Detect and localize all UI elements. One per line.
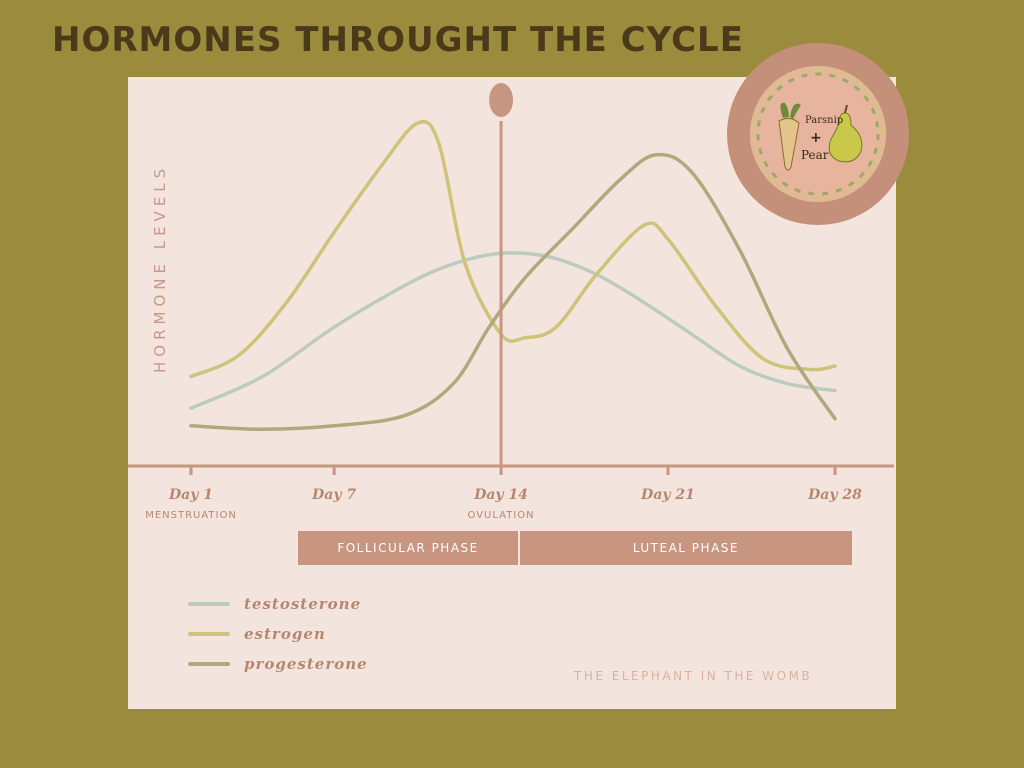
parsnip-icon <box>778 102 801 171</box>
legend-swatch <box>188 632 230 636</box>
page-title: HORMONES THROUGHT THE CYCLE <box>52 20 744 60</box>
legend-swatch <box>188 662 230 666</box>
legend-item-progesterone: progesterone <box>188 649 368 679</box>
legend-item-estrogen: estrogen <box>188 619 368 649</box>
legend-label: progesterone <box>244 655 368 673</box>
x-tick-label: Day 7 <box>311 487 356 503</box>
series-layer <box>189 119 837 432</box>
parsnip-pear-logo: Parsnip + Pear <box>727 43 909 225</box>
x-tick-label: Day 14 <box>473 487 528 503</box>
logo-line2: Pear <box>801 148 829 162</box>
credit-text: THE ELEPHANT IN THE WOMB <box>574 669 813 683</box>
legend-item-testosterone: testosterone <box>188 589 368 619</box>
logo-line1: Parsnip <box>805 115 843 126</box>
legend: testosterone estrogen progesterone <box>188 589 368 679</box>
x-ticks: Day 1 MENSTRUATION Day 7 Day 14 OVULATION Day… <box>145 466 862 521</box>
legend-label: testosterone <box>244 595 362 613</box>
series-line-estrogen <box>189 119 837 379</box>
legend-label: estrogen <box>244 625 326 643</box>
pear-icon <box>828 104 863 163</box>
legend-swatch <box>188 602 230 606</box>
x-tick-sublabel: MENSTRUATION <box>145 510 237 521</box>
logo-plus: + <box>810 130 822 146</box>
series-line-progesterone <box>189 152 837 432</box>
x-tick-label: Day 1 <box>168 487 213 503</box>
luteal-phase-band: LUTEAL PHASE <box>520 531 852 565</box>
y-axis-label: HORMONE LEVELS <box>151 164 169 373</box>
x-tick-label: Day 21 <box>640 487 695 503</box>
egg-icon <box>489 83 514 117</box>
follicular-phase-band: FOLLICULAR PHASE <box>298 531 518 565</box>
x-tick-label: Day 28 <box>807 487 862 503</box>
x-tick-sublabel: OVULATION <box>468 510 535 521</box>
series-line-testosterone <box>189 251 837 410</box>
